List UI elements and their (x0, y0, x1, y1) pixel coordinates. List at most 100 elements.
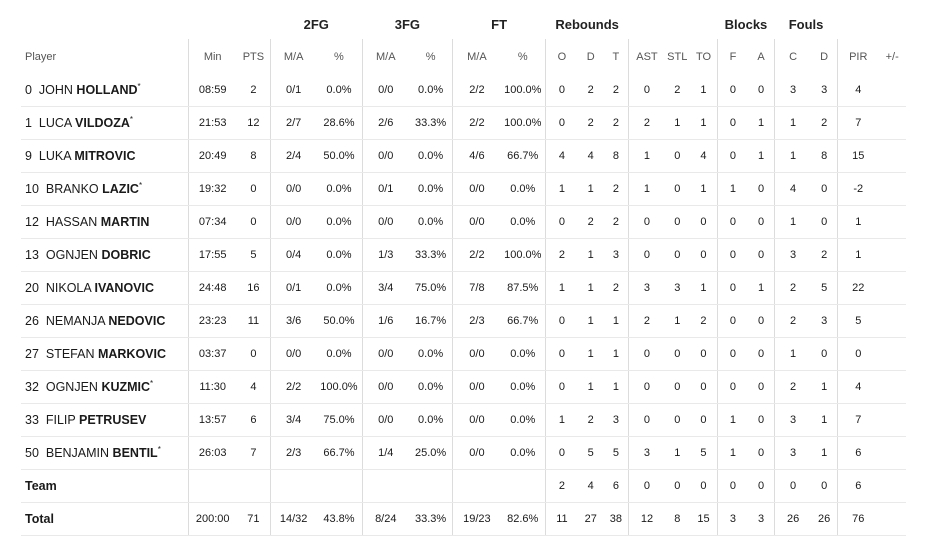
player-name-cell[interactable]: 50 BENJAMIN BENTIL* (21, 436, 188, 470)
stat-stl: 1 (664, 436, 690, 470)
player-first-name: BENJAMIN (45, 446, 110, 460)
player-last-name[interactable]: MARTIN (100, 215, 150, 229)
player-last-name[interactable]: IVANOVIC (94, 281, 155, 295)
col-header-3fg-ma[interactable]: M/A (361, 39, 409, 74)
player-name-cell[interactable]: 10 BRANKO LAZIC* (21, 172, 188, 206)
col-header-ast[interactable]: AST (628, 39, 665, 74)
col-header-pts[interactable]: PTS (242, 50, 265, 63)
stat-reb-o: 1 (544, 172, 578, 206)
stat-reb-t: 2 (603, 172, 629, 206)
player-number: 1 (25, 116, 32, 130)
stat-foul-c: 3 (774, 403, 812, 437)
col-header-2fg-ma[interactable]: M/A (269, 39, 317, 74)
stat-to: 0 (689, 337, 718, 371)
player-first-name: BRANKO (45, 182, 99, 196)
stat-to: 0 (689, 403, 718, 437)
col-header-player[interactable]: Player (25, 50, 57, 63)
player-name-cell[interactable]: 9 LUKA MITROVIC (21, 139, 188, 173)
stat-2fg-pct: 50.0% (316, 304, 363, 338)
stat-pir: 6 (837, 469, 879, 503)
player-name-cell[interactable]: 32 OGNJEN KUZMIC* (21, 370, 188, 404)
stat-3fg-ma: 3/4 (361, 271, 409, 305)
stat-blk-f: 0 (716, 337, 749, 371)
col-header-min[interactable]: Min (187, 39, 237, 74)
col-header-foul-d[interactable]: D (820, 50, 829, 63)
player-last-name[interactable]: VILDOZA (75, 116, 130, 130)
player-last-name[interactable]: LAZIC (102, 182, 139, 196)
player-last-name[interactable]: MARKOVIC (97, 347, 167, 361)
stat-3fg-ma: 0/1 (361, 172, 409, 206)
col-header-stl[interactable]: STL (667, 50, 688, 63)
player-name-cell[interactable]: 12 HASSAN MARTIN (21, 205, 188, 239)
stat-reb-t: 3 (603, 238, 629, 272)
player-first-name: LUKA (38, 149, 71, 163)
starter-marker-icon: * (138, 181, 143, 190)
player-number: 32 (25, 380, 39, 394)
stat-to: 1 (689, 172, 718, 206)
stat-ft-pct: 0.0% (500, 436, 546, 470)
group-3fg: 3FG (394, 16, 421, 32)
player-last-name[interactable]: MITROVIC (74, 149, 136, 163)
player-name-cell[interactable]: 20 NIKOLA IVANOVIC (21, 271, 188, 305)
col-header-2fg-pct[interactable]: % (334, 50, 344, 63)
stat-foul-d: 1 (811, 370, 838, 404)
player-last-name[interactable]: NEDOVIC (108, 314, 166, 328)
player-last-name[interactable]: PETRUSEV (79, 413, 147, 427)
player-name-cell[interactable]: 26 NEMANJA NEDOVIC (21, 304, 188, 338)
stat-ast: 0 (628, 238, 665, 272)
stat-2fg-ma: 2/4 (269, 139, 317, 173)
stat-reb-t: 1 (603, 370, 629, 404)
col-header-3fg-pct[interactable]: % (425, 50, 436, 63)
stat-2fg-ma: 0/1 (269, 271, 317, 305)
player-last-name[interactable]: HOLLAND (76, 83, 138, 97)
stat-min: 08:59 (187, 74, 237, 107)
player-number: 12 (25, 215, 39, 229)
stat-reb-d: 1 (577, 271, 604, 305)
player-row: 32 OGNJEN KUZMIC* 11:30 4 2/2 100.0% 0/0 0.0% 0… (21, 370, 906, 404)
col-header-reb-o[interactable]: O (544, 39, 578, 74)
col-header-blk-f[interactable]: F (716, 39, 749, 74)
stat-foul-d: 3 (811, 304, 838, 338)
group-blocks: Blocks (724, 16, 768, 32)
stat-ft-ma: 0/0 (452, 205, 501, 239)
player-name-cell[interactable]: 1 LUCA VILDOZA* (21, 106, 188, 140)
col-header-ft-ma[interactable]: M/A (452, 39, 501, 74)
stat-foul-c: 1 (774, 106, 812, 140)
stat-3fg-pct: 75.0% (408, 271, 453, 305)
col-header-to[interactable]: TO (695, 50, 712, 63)
stat-blk-a: 1 (748, 271, 775, 305)
group-header-row: 2FG 3FG FT Rebounds Blocks Fouls (21, 9, 906, 39)
stat-2fg-ma: 2/7 (269, 106, 317, 140)
col-header-ft-pct[interactable]: % (517, 50, 528, 63)
stat-pts: 16 (236, 271, 271, 305)
player-name-cell[interactable]: 27 STEFAN MARKOVIC (21, 337, 188, 371)
stat-to: 2 (689, 304, 718, 338)
col-header-pir[interactable]: PIR (837, 39, 879, 74)
player-row: 9 LUKA MITROVIC 20:49 8 2/4 50.0% 0/0 0.0% 4/6 6… (21, 139, 906, 173)
stat-pir: 4 (837, 370, 879, 404)
stat-blk-a: 0 (748, 172, 775, 206)
player-name-cell[interactable]: 13 OGNJEN DOBRIC (21, 238, 188, 272)
col-header-reb-d[interactable]: D (586, 50, 595, 63)
stat-plus-minus (878, 238, 906, 272)
stat-reb-d: 1 (577, 370, 604, 404)
col-header-plus-minus[interactable]: +/- (885, 50, 899, 63)
col-header-blk-a[interactable]: A (757, 50, 765, 63)
player-name-cell[interactable]: 33 FILIP PETRUSEV (21, 403, 188, 437)
player-last-name[interactable]: BENTIL (112, 446, 158, 460)
stat-3fg-pct: 0.0% (408, 172, 453, 206)
player-name-cell[interactable]: 0 JOHN HOLLAND* (21, 74, 188, 107)
stat-foul-d: 2 (811, 106, 838, 140)
stat-blk-a: 0 (748, 74, 775, 107)
player-last-name[interactable]: KUZMIC (101, 380, 151, 394)
col-header-reb-t[interactable]: T (612, 50, 620, 63)
total-row: Total 200:00 71 14/32 43.8% 8/24 33.3% 19/23 82.… (21, 502, 906, 536)
player-row: 13 OGNJEN DOBRIC 17:55 5 0/4 0.0% 1/3 33.3% 2/2… (21, 238, 906, 272)
stat-reb-d: 2 (577, 403, 604, 437)
stat-reb-d: 1 (577, 238, 604, 272)
stat-3fg-pct: 16.7% (408, 304, 453, 338)
player-last-name[interactable]: DOBRIC (101, 248, 151, 262)
stat-foul-c: 2 (774, 271, 812, 305)
stat-foul-c: 1 (774, 139, 812, 173)
col-header-foul-c[interactable]: C (774, 39, 812, 74)
